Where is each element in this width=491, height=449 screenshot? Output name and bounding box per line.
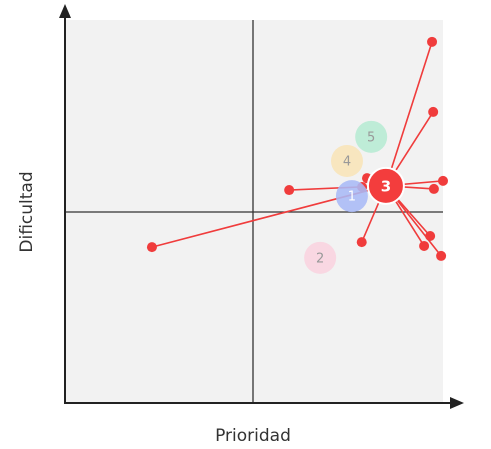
x-axis-arrow: [450, 397, 464, 409]
point: [428, 183, 439, 194]
bubble: [304, 241, 337, 274]
y-axis-arrow: [59, 4, 71, 18]
point: [356, 237, 367, 248]
point: [425, 231, 436, 242]
point: [419, 240, 430, 251]
y-axis-label: Dificultad: [17, 171, 37, 252]
bubble-label: 5: [367, 130, 375, 145]
point: [284, 185, 295, 196]
plot-layer: 1 2 4 5 3: [146, 36, 448, 274]
bubble: [355, 120, 388, 153]
point: [428, 106, 439, 117]
x-axis-label: Prioridad: [215, 426, 291, 446]
bubble: [335, 180, 368, 213]
bubble: [330, 144, 363, 177]
link-line: [385, 41, 433, 187]
bubble: [366, 166, 405, 205]
point: [436, 250, 447, 261]
point: [438, 175, 448, 186]
bubble-label: 1: [348, 190, 356, 205]
bubble-label: 3: [381, 177, 391, 195]
bubble-label: 4: [343, 154, 351, 169]
point: [146, 242, 157, 253]
bubble-label: 2: [316, 251, 324, 266]
point: [427, 36, 438, 47]
